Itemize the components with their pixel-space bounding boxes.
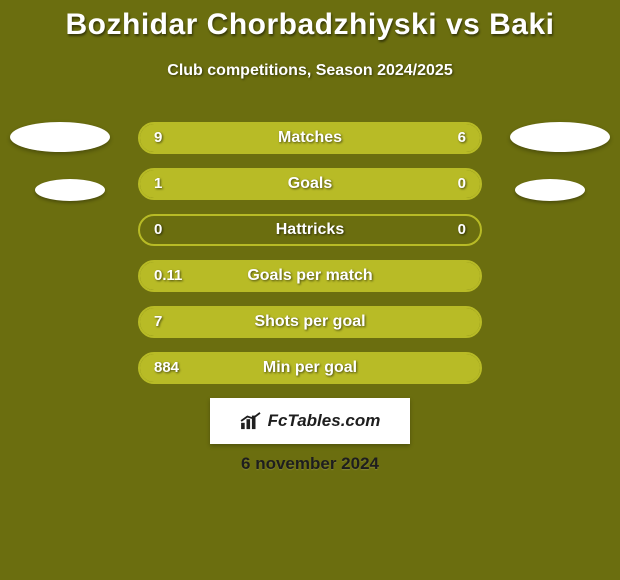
stat-label: Matches bbox=[140, 124, 480, 152]
club-badge-right bbox=[515, 179, 585, 201]
page-title: Bozhidar Chorbadzhiyski vs Baki bbox=[0, 8, 620, 42]
stat-label: Goals per match bbox=[140, 262, 480, 290]
footer-date: 6 november 2024 bbox=[0, 454, 620, 474]
stat-row: 10Goals bbox=[138, 168, 482, 200]
brand-chart-icon bbox=[240, 412, 262, 430]
stat-label: Goals bbox=[140, 170, 480, 198]
stat-label: Shots per goal bbox=[140, 308, 480, 336]
stat-label: Min per goal bbox=[140, 354, 480, 382]
brand-box: FcTables.com bbox=[210, 398, 410, 444]
stat-row: 00Hattricks bbox=[138, 214, 482, 246]
club-badge-left bbox=[35, 179, 105, 201]
stat-row: 7Shots per goal bbox=[138, 306, 482, 338]
player-avatar-right bbox=[510, 122, 610, 152]
stat-row: 96Matches bbox=[138, 122, 482, 154]
player-avatar-left bbox=[10, 122, 110, 152]
stats-container: 96Matches 10Goals 00Hattricks 0.11Goals per… bbox=[138, 122, 482, 398]
stat-label: Hattricks bbox=[140, 216, 480, 244]
comparison-infographic: Bozhidar Chorbadzhiyski vs Baki Club com… bbox=[0, 0, 620, 580]
brand-text: FcTables.com bbox=[268, 411, 381, 431]
stat-row: 884Min per goal bbox=[138, 352, 482, 384]
stat-row: 0.11Goals per match bbox=[138, 260, 482, 292]
subtitle: Club competitions, Season 2024/2025 bbox=[0, 62, 620, 80]
